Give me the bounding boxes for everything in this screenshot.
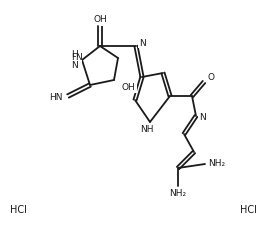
Text: H: H: [71, 53, 77, 62]
Text: OH: OH: [93, 14, 107, 23]
Text: N: N: [199, 112, 206, 122]
Text: H: H: [99, 17, 105, 26]
Text: N: N: [76, 53, 82, 62]
Text: O: O: [96, 16, 104, 24]
Text: HCl: HCl: [239, 205, 256, 215]
Text: NH: NH: [140, 125, 154, 134]
Text: H
N: H N: [72, 50, 78, 70]
Text: NH₂: NH₂: [169, 189, 187, 197]
Text: N: N: [139, 39, 146, 48]
Text: O: O: [207, 73, 214, 82]
Text: OH: OH: [122, 83, 136, 92]
Text: NH₂: NH₂: [208, 160, 225, 169]
Text: HCl: HCl: [10, 205, 26, 215]
Text: HN: HN: [49, 92, 63, 102]
